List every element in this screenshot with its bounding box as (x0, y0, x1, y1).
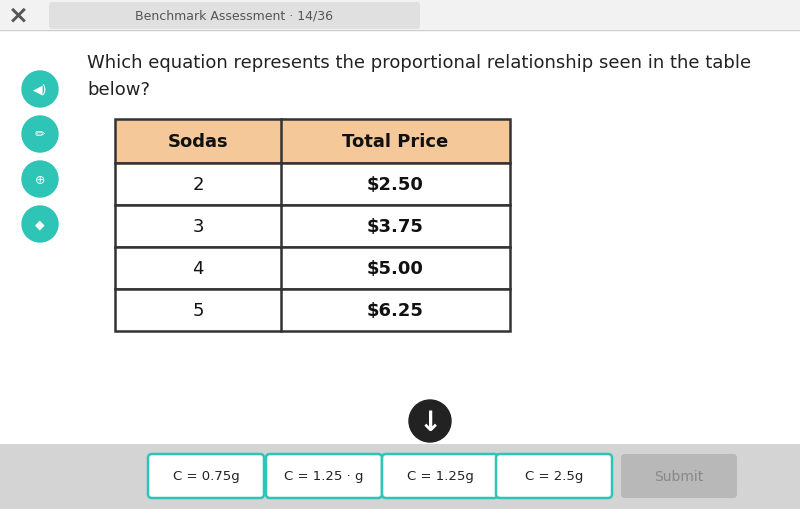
FancyBboxPatch shape (49, 3, 420, 30)
Text: 2: 2 (192, 176, 204, 193)
Text: ⊕: ⊕ (34, 173, 46, 186)
FancyBboxPatch shape (621, 454, 737, 498)
Text: 5: 5 (192, 301, 204, 319)
Text: Sodas: Sodas (168, 133, 228, 151)
FancyBboxPatch shape (115, 206, 510, 247)
FancyBboxPatch shape (266, 454, 382, 498)
FancyBboxPatch shape (148, 454, 264, 498)
Text: $5.00: $5.00 (367, 260, 424, 277)
FancyBboxPatch shape (496, 454, 612, 498)
Text: C = 2.5g: C = 2.5g (525, 470, 583, 483)
FancyBboxPatch shape (115, 164, 510, 206)
FancyBboxPatch shape (115, 247, 510, 290)
Text: $2.50: $2.50 (367, 176, 424, 193)
Text: Total Price: Total Price (342, 133, 449, 151)
FancyBboxPatch shape (382, 454, 498, 498)
FancyBboxPatch shape (115, 120, 510, 164)
Circle shape (22, 117, 58, 153)
Text: 3: 3 (192, 217, 204, 236)
Text: below?: below? (87, 81, 150, 99)
Text: Benchmark Assessment · 14/36: Benchmark Assessment · 14/36 (135, 10, 333, 22)
FancyBboxPatch shape (0, 0, 800, 30)
Text: $6.25: $6.25 (367, 301, 424, 319)
Text: C = 1.25 · g: C = 1.25 · g (284, 470, 364, 483)
Text: ×: × (7, 4, 29, 28)
Text: Submit: Submit (654, 469, 704, 483)
FancyBboxPatch shape (0, 444, 800, 509)
FancyBboxPatch shape (115, 290, 510, 331)
Text: $3.75: $3.75 (367, 217, 424, 236)
Circle shape (22, 72, 58, 108)
Text: ◆: ◆ (35, 218, 45, 231)
Text: C = 1.25g: C = 1.25g (406, 470, 474, 483)
Text: ◀): ◀) (33, 83, 47, 96)
Text: ↓: ↓ (418, 408, 442, 436)
Text: Which equation represents the proportional relationship seen in the table: Which equation represents the proportion… (87, 54, 751, 72)
Circle shape (409, 400, 451, 442)
Circle shape (22, 162, 58, 197)
Text: ✏: ✏ (34, 128, 46, 141)
Text: 4: 4 (192, 260, 204, 277)
Text: C = 0.75g: C = 0.75g (173, 470, 239, 483)
Circle shape (22, 207, 58, 242)
